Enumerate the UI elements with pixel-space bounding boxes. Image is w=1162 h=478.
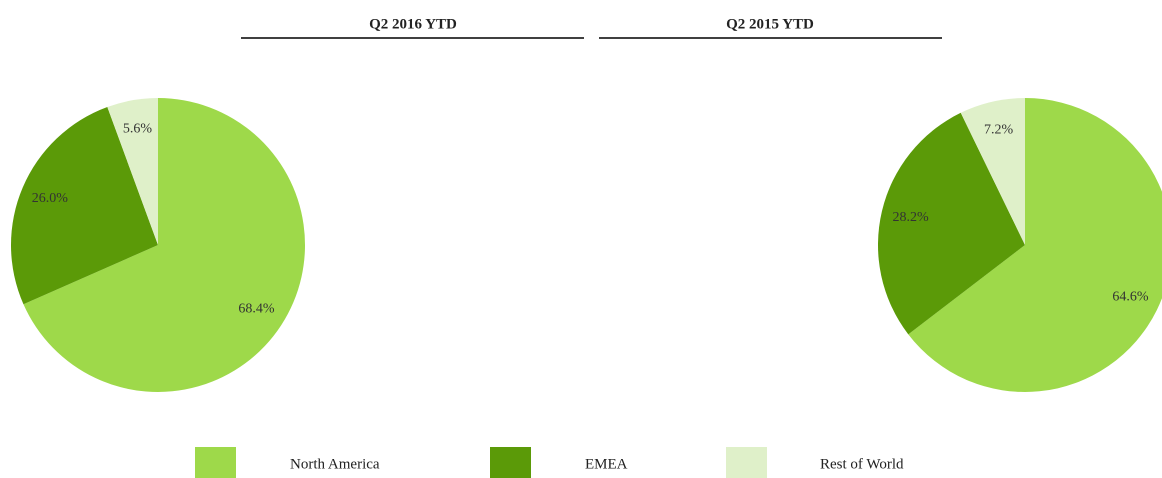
- value-label: 64.6%: [1112, 289, 1149, 304]
- value-label: 7.2%: [984, 123, 1014, 138]
- value-label: 28.2%: [892, 210, 929, 225]
- legend-label: North America: [290, 456, 380, 472]
- pie-slice: [11, 107, 159, 305]
- chart-title: Q2 2016 YTD: [369, 16, 457, 32]
- legend-swatch: [195, 447, 236, 478]
- chart-title: Q2 2015 YTD: [726, 16, 814, 32]
- pie-slice: [23, 98, 306, 392]
- legend-label: EMEA: [585, 456, 628, 472]
- pie-slice: [877, 112, 1025, 335]
- value-label: 5.6%: [123, 121, 153, 136]
- pie-slice: [908, 98, 1162, 392]
- value-label: 68.4%: [238, 301, 275, 316]
- legend-swatch: [726, 447, 767, 478]
- pie-slice: [107, 98, 158, 245]
- legend-label: Rest of World: [820, 456, 904, 472]
- legend-swatch: [490, 447, 531, 478]
- value-label: 26.0%: [32, 191, 69, 206]
- pie-slice: [960, 98, 1025, 245]
